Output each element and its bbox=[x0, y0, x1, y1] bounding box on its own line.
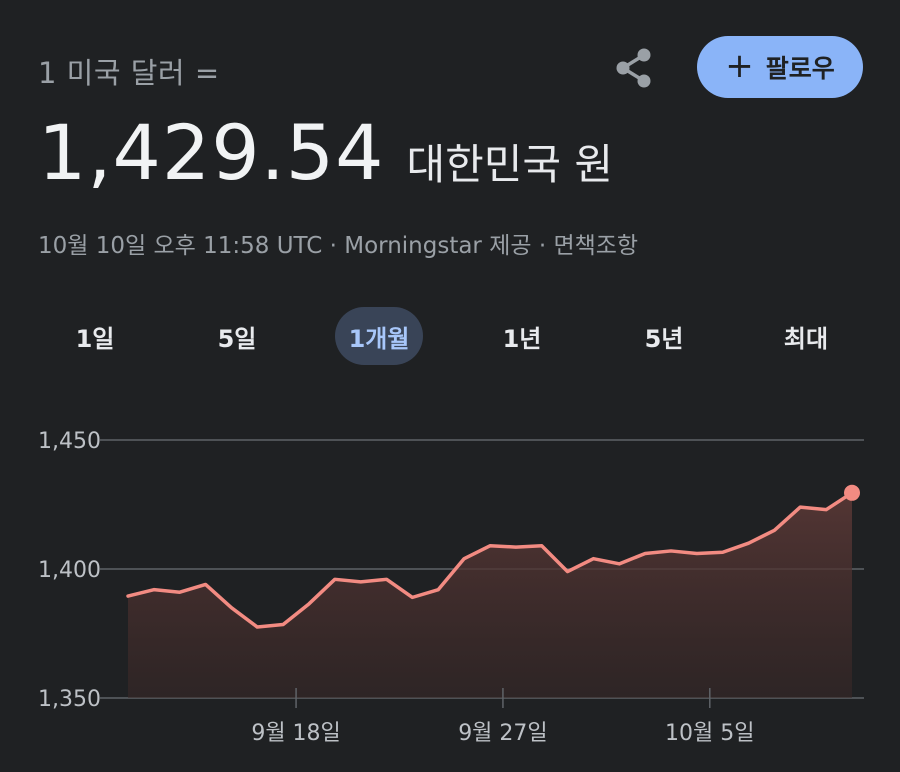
x-tick-label: 9월 18일 bbox=[251, 721, 340, 746]
x-tick-label: 9월 27일 bbox=[458, 721, 547, 746]
tab-1-month[interactable]: 1개월 bbox=[335, 307, 423, 365]
y-tick-label: 1,450 bbox=[38, 429, 101, 454]
x-tick-label: 10월 5일 bbox=[665, 721, 754, 746]
plus-icon: + bbox=[725, 45, 754, 86]
share-icon bbox=[616, 48, 651, 88]
follow-label: 팔로우 bbox=[765, 54, 835, 83]
area-fill bbox=[128, 492, 852, 698]
current-value-marker bbox=[844, 484, 860, 501]
tab-1-year[interactable]: 1년 bbox=[502, 324, 542, 353]
y-tick-label: 1,350 bbox=[38, 687, 101, 712]
source-meta: 10월 10일 오후 11:58 UTC · Morningstar 제공 · … bbox=[38, 233, 639, 259]
tab-1-day[interactable]: 1일 bbox=[75, 324, 115, 353]
y-tick-label: 1,400 bbox=[38, 558, 101, 583]
exchange-rate: 1,429.54 대한민국 원 bbox=[38, 108, 613, 197]
share-button[interactable] bbox=[608, 42, 660, 94]
rate-unit: 대한민국 원 bbox=[406, 140, 613, 189]
conversion-label: 1 미국 달러 = bbox=[38, 56, 220, 90]
exchange-rate-chart[interactable]: 1,450 1,400 1,350 9월 18일 9월 27일 10월 5일 bbox=[0, 400, 900, 772]
tab-5-days[interactable]: 5일 bbox=[217, 324, 257, 353]
tab-max[interactable]: 최대 bbox=[783, 324, 829, 353]
series-line bbox=[126, 491, 854, 629]
tab-5-years[interactable]: 5년 bbox=[644, 324, 684, 353]
range-tabs: 1일 5일 1개월 1년 5년 최대 bbox=[24, 307, 876, 365]
follow-button[interactable]: + 팔로우 bbox=[697, 36, 863, 98]
rate-value: 1,429.54 bbox=[38, 108, 385, 197]
